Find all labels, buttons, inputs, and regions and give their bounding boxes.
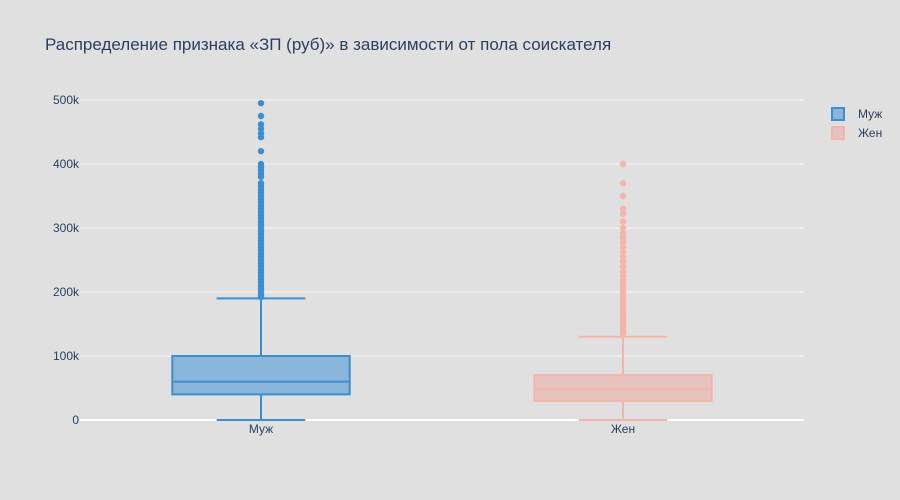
outlier-point[interactable] bbox=[619, 160, 627, 168]
y-axis: 0 100k 200k 300k 400k 500k bbox=[53, 93, 80, 427]
y-tick-label: 400k bbox=[53, 157, 80, 171]
outlier-point[interactable] bbox=[257, 112, 265, 120]
outlier-point[interactable] bbox=[619, 249, 627, 256]
y-tick-label: 100k bbox=[53, 349, 80, 363]
outlier-point[interactable] bbox=[619, 244, 627, 251]
outlier-point[interactable] bbox=[257, 133, 265, 141]
outlier-point[interactable] bbox=[619, 258, 627, 265]
outlier-point[interactable] bbox=[619, 224, 627, 232]
outlier-point[interactable] bbox=[619, 330, 627, 337]
outlier-point[interactable] bbox=[257, 293, 265, 301]
legend-label: Муж bbox=[858, 107, 882, 121]
x-axis: Муж Жен bbox=[249, 422, 635, 436]
legend-swatch bbox=[831, 126, 845, 140]
outlier-point[interactable] bbox=[257, 100, 265, 107]
outlier-point[interactable] bbox=[619, 253, 627, 260]
outlier-point[interactable] bbox=[257, 173, 265, 180]
outlier-point[interactable] bbox=[619, 218, 627, 225]
legend-item[interactable]: Муж bbox=[831, 107, 882, 121]
outlier-point[interactable] bbox=[619, 268, 627, 275]
legend-label: Жен bbox=[858, 126, 882, 140]
outlier-point[interactable] bbox=[619, 238, 627, 246]
legend-swatch bbox=[831, 107, 845, 121]
outlier-point[interactable] bbox=[257, 148, 265, 155]
y-tick-label: 200k bbox=[53, 285, 80, 299]
outlier-point[interactable] bbox=[619, 210, 627, 218]
outlier-point[interactable] bbox=[619, 229, 627, 237]
grid bbox=[80, 99, 804, 421]
outlier-point[interactable] bbox=[257, 121, 265, 128]
legend[interactable]: Муж Жен bbox=[831, 107, 882, 140]
x-tick-label: Жен bbox=[611, 422, 635, 436]
outlier-point[interactable] bbox=[619, 205, 627, 212]
outlier-point[interactable] bbox=[257, 125, 265, 132]
plot-area bbox=[171, 100, 713, 421]
x-tick-label: Муж bbox=[249, 422, 273, 436]
legend-item[interactable]: Жен bbox=[831, 126, 882, 140]
outlier-point[interactable] bbox=[619, 192, 627, 200]
outlier-point[interactable] bbox=[619, 263, 627, 270]
y-tick-label: 500k bbox=[53, 93, 80, 107]
outlier-point[interactable] bbox=[619, 180, 627, 187]
outlier-point[interactable] bbox=[619, 234, 627, 241]
outlier-point[interactable] bbox=[619, 272, 627, 280]
iqr-box bbox=[171, 355, 351, 396]
box-male[interactable] bbox=[171, 100, 351, 421]
iqr-box bbox=[533, 374, 713, 402]
y-tick-label: 0 bbox=[72, 413, 79, 427]
y-tick-label: 300k bbox=[53, 221, 80, 235]
chart-title: Распределение признака «ЗП (руб)» в зави… bbox=[45, 35, 611, 54]
box-female[interactable] bbox=[533, 160, 713, 421]
